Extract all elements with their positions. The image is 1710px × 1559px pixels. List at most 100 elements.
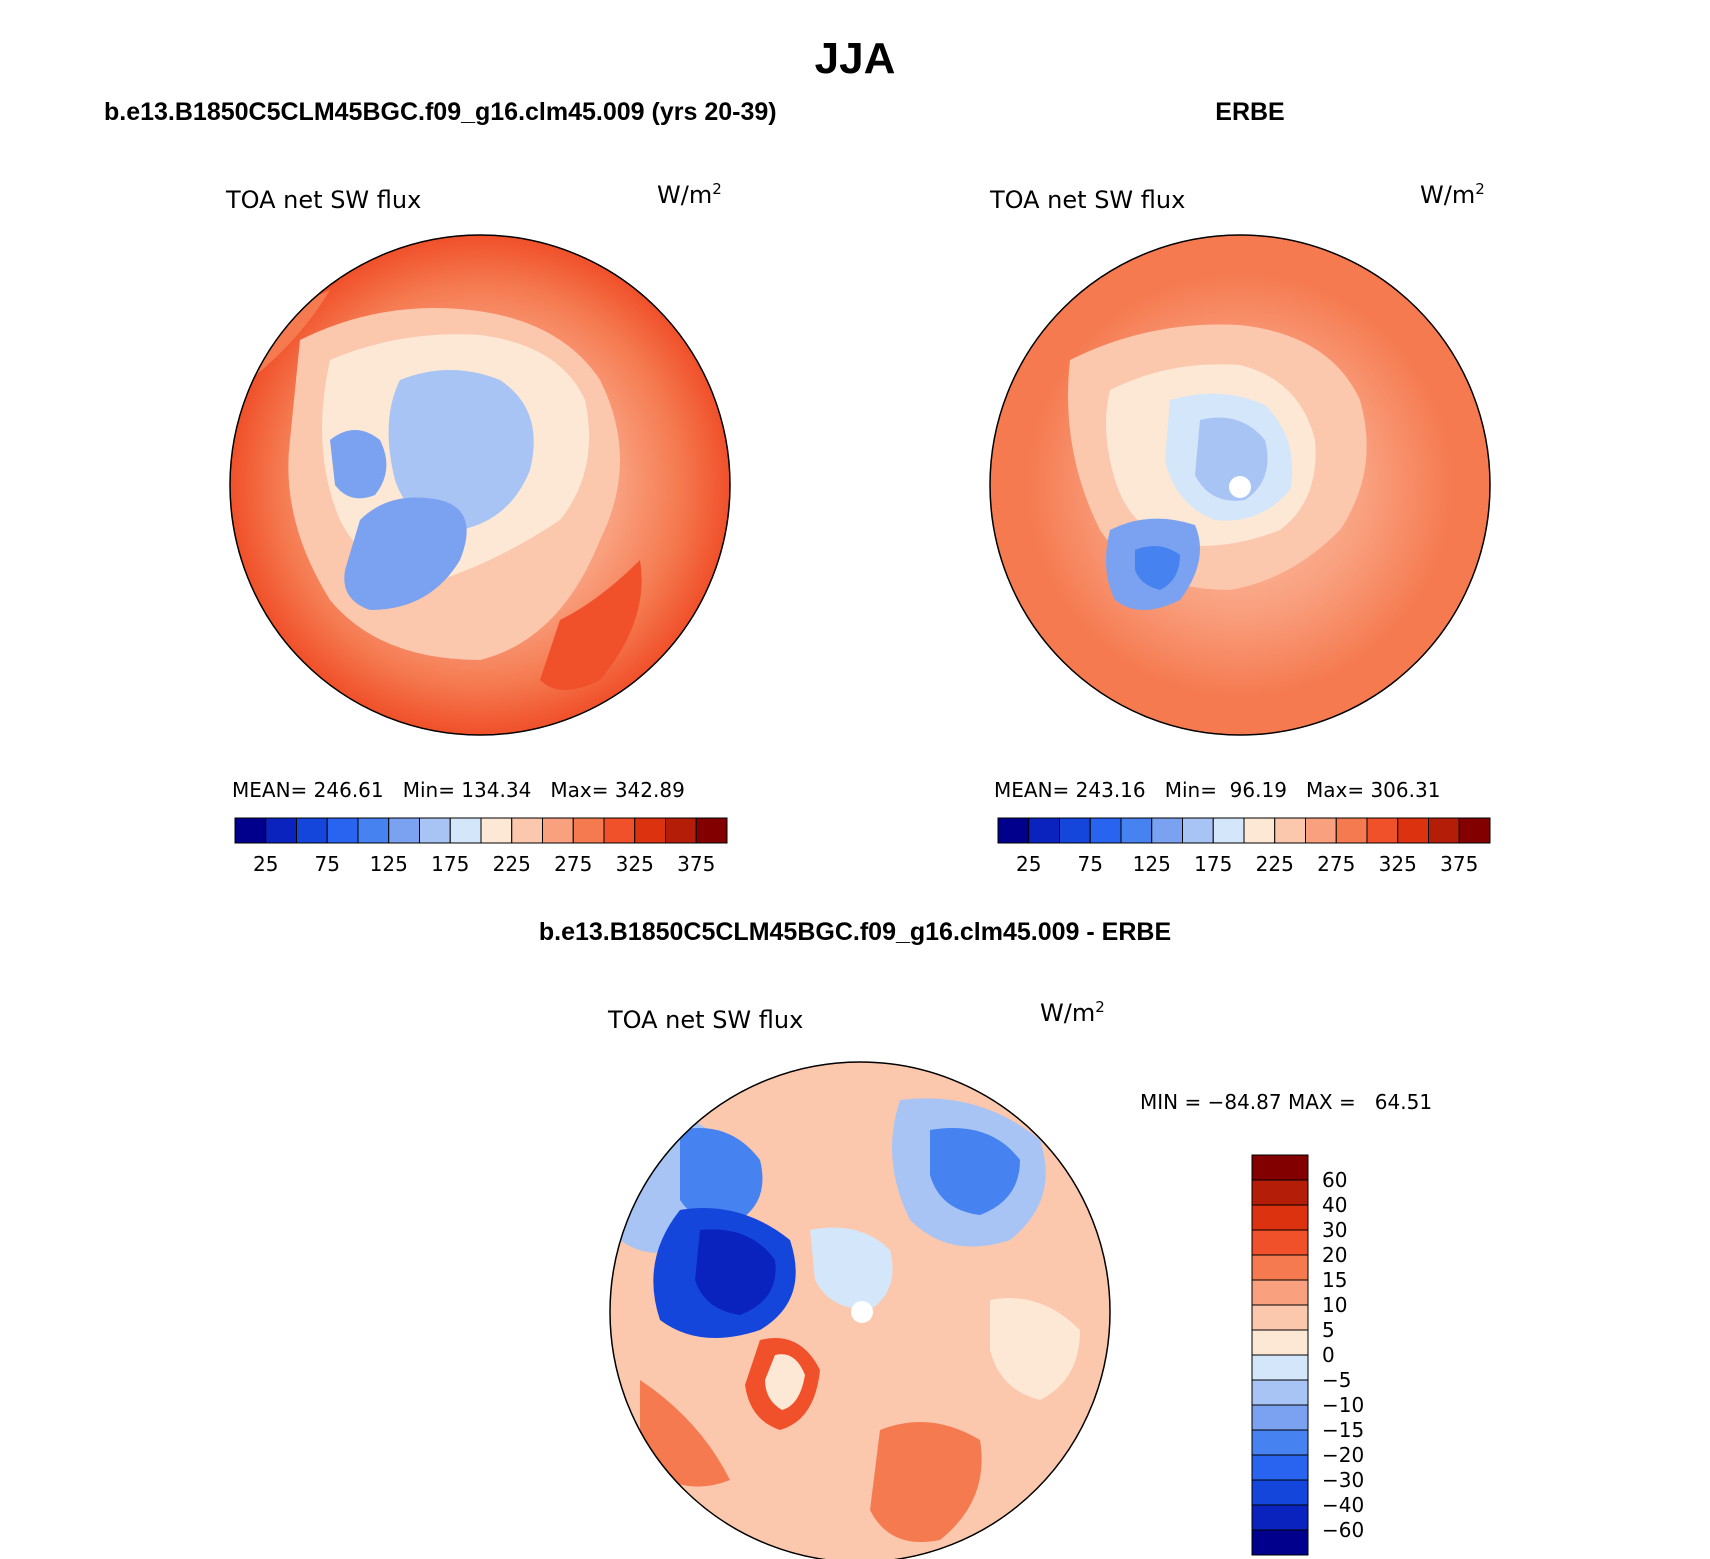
panel-1-colorbar-tick-label: 75: [315, 852, 340, 876]
panel-3-colorbar-tick-label: −30: [1322, 1468, 1364, 1492]
panel-2-colorbar-tick-label: 25: [1016, 852, 1041, 876]
panel-3-colorbar-swatch: [1251, 1404, 1309, 1431]
panel-3-colorbar-tick-label: 30: [1322, 1218, 1347, 1242]
panel-2-colorbar-swatch: [1305, 817, 1337, 844]
panel-2-colorbar-swatch: [1028, 817, 1060, 844]
panel-2-colorbar-tick-label: 175: [1194, 852, 1232, 876]
panel-3-colorbar-tick-label: 60: [1322, 1168, 1347, 1192]
panel-2-header: ERBE: [1215, 98, 1285, 126]
panel-3-map: [610, 1062, 1110, 1559]
panel-1-colorbar-swatch: [603, 817, 636, 844]
panel-3-colorbar-swatch: [1251, 1279, 1309, 1306]
panel-1-colorbar-swatch: [388, 817, 420, 844]
panel-3-colorbar-swatch: [1251, 1254, 1309, 1281]
panel-1-colorbar-swatch: [511, 817, 543, 844]
panel-1-map-border: [229, 234, 731, 736]
panel-1-colorbar-tick-label: 225: [493, 852, 531, 876]
panel-2-stats: MEAN= 243.16 Min= 96.19 Max= 306.31: [994, 778, 1441, 802]
panel-3-colorbar-swatch: [1251, 1329, 1309, 1356]
panel-1-colorbar-swatch: [542, 817, 574, 844]
panel-1-map: [230, 235, 730, 735]
panel-1-colorbar-tick-label: 375: [677, 852, 715, 876]
panel-3-colorbar-tick-label: −5: [1322, 1368, 1351, 1392]
panel-3-colorbar-tick-label: −10: [1322, 1393, 1364, 1417]
panel-2-colorbar-swatch: [1335, 817, 1368, 844]
panel-2-colorbar-swatch: [1428, 817, 1460, 844]
panel-3-colorbar-tick-label: 20: [1322, 1243, 1347, 1267]
panel-3-colorbar-swatch: [1251, 1154, 1309, 1181]
panel-3-header: b.e13.B1850C5CLM45BGC.f09_g16.clm45.009 …: [538, 918, 1172, 946]
panel-3-colorbar-tick-label: 40: [1322, 1193, 1347, 1217]
panel-3-colorbar-swatch: [1251, 1304, 1309, 1331]
panel-1-colorbar-swatch: [665, 817, 697, 844]
panel-3-colorbar-swatch: [1251, 1379, 1309, 1406]
panel-3-colorbar-swatch: [1251, 1204, 1309, 1231]
panel-2-colorbar-tick-label: 225: [1256, 852, 1294, 876]
panel-2-colorbar-tick-label: 75: [1078, 852, 1103, 876]
panel-3-colorbar-swatch: [1251, 1179, 1309, 1206]
panel-1-colorbar-tick-label: 325: [616, 852, 654, 876]
panel-3-colorbar-tick-label: −60: [1322, 1518, 1364, 1542]
panel-1-colorbar-swatch: [449, 817, 482, 844]
panel-2-colorbar-swatch: [1397, 817, 1429, 844]
panel-1-colorbar-labels: 25 75 125 175 225 275 325 375: [253, 852, 715, 876]
panel-2-colorbar-swatch: [1151, 817, 1183, 844]
panel-1-colorbar-tick-label: 25: [253, 852, 278, 876]
panel-2-colorbar-tick-label: 275: [1317, 852, 1355, 876]
panel-1-colorbar-swatch: [480, 817, 513, 844]
panel-2-colorbar-swatch: [1274, 817, 1306, 844]
panel-3-colorbar-tick-label: −20: [1322, 1443, 1364, 1467]
panel-1-stats: MEAN= 246.61 Min= 134.34 Max= 342.89: [232, 778, 685, 802]
panel-3-colorbar-tick-label: 0: [1322, 1343, 1335, 1367]
panel-3-colorbar-swatch: [1251, 1354, 1309, 1381]
panel-1-units: W/m2: [657, 180, 722, 209]
figure-title: JJA: [814, 34, 896, 83]
panel-2-colorbar-swatch: [1182, 817, 1214, 844]
panel-3-colorbar-swatch: [1251, 1429, 1309, 1456]
panel-1-colorbar-tick-label: 275: [554, 852, 592, 876]
panel-2-variable: TOA net SW flux: [990, 186, 1186, 214]
panel-3-colorbar-tick-label: −15: [1322, 1418, 1364, 1442]
panel-3-colorbar-tick-label: 15: [1322, 1268, 1347, 1292]
panel-2-colorbar-tick-label: 375: [1440, 852, 1478, 876]
panel-1-colorbar-swatch: [296, 817, 328, 844]
panel-3-colorbar-swatch: [1251, 1504, 1309, 1531]
panel-1-variable: TOA net SW flux: [226, 186, 422, 214]
panel-1-colorbar-swatch: [695, 817, 728, 844]
panel-1-colorbar-swatch: [419, 817, 451, 844]
panel-3-variable: TOA net SW flux: [608, 1006, 804, 1034]
panel-1-colorbar-swatch: [234, 817, 267, 844]
panel-2-colorbar-swatch: [1059, 817, 1091, 844]
panel-1-colorbar-swatch: [326, 817, 359, 844]
panel-1-header: b.e13.B1850C5CLM45BGC.f09_g16.clm45.009 …: [104, 98, 777, 126]
panel-2-colorbar-swatch: [1366, 817, 1399, 844]
panel-2-colorbar-swatch: [1243, 817, 1276, 844]
panel-2-colorbar-swatch: [1458, 817, 1491, 844]
panel-1-colorbar-swatch: [634, 817, 666, 844]
panel-1-colorbar-tick-label: 175: [431, 852, 469, 876]
panel-3-map-border: [609, 1061, 1111, 1559]
panel-3-colorbar-swatch: [1251, 1479, 1309, 1506]
panel-3-stats: MIN = −84.87 MAX = 64.51: [1140, 1090, 1433, 1114]
panel-2-map-border: [989, 234, 1491, 736]
panel-3-colorbar-tick-label: −40: [1322, 1493, 1364, 1517]
panel-3-colorbar: [1251, 1154, 1309, 1556]
panel-3-units: W/m2: [1040, 998, 1105, 1027]
panel-2-colorbar-swatch: [997, 817, 1030, 844]
panel-2-colorbar-labels: 25 75 125 175 225 275 325 375: [1016, 852, 1478, 876]
panel-3-colorbar-swatch: [1251, 1454, 1309, 1481]
panel-1-colorbar: [234, 817, 728, 844]
panel-2-colorbar-swatch: [1120, 817, 1153, 844]
panel-1-colorbar-swatch: [572, 817, 605, 844]
panel-2-colorbar-tick-label: 125: [1133, 852, 1171, 876]
panel-1-colorbar-tick-label: 125: [370, 852, 408, 876]
panel-1-colorbar-swatch: [265, 817, 297, 844]
panel-1-colorbar-swatch: [357, 817, 390, 844]
panel-3-colorbar-tick-label: 5: [1322, 1318, 1335, 1342]
panel-3-colorbar-swatch: [1251, 1529, 1309, 1556]
panel-2-colorbar-swatch: [1089, 817, 1122, 844]
panel-2-map: [990, 235, 1490, 735]
panel-3-colorbar-swatch: [1251, 1229, 1309, 1256]
panel-2-colorbar-tick-label: 325: [1379, 852, 1417, 876]
